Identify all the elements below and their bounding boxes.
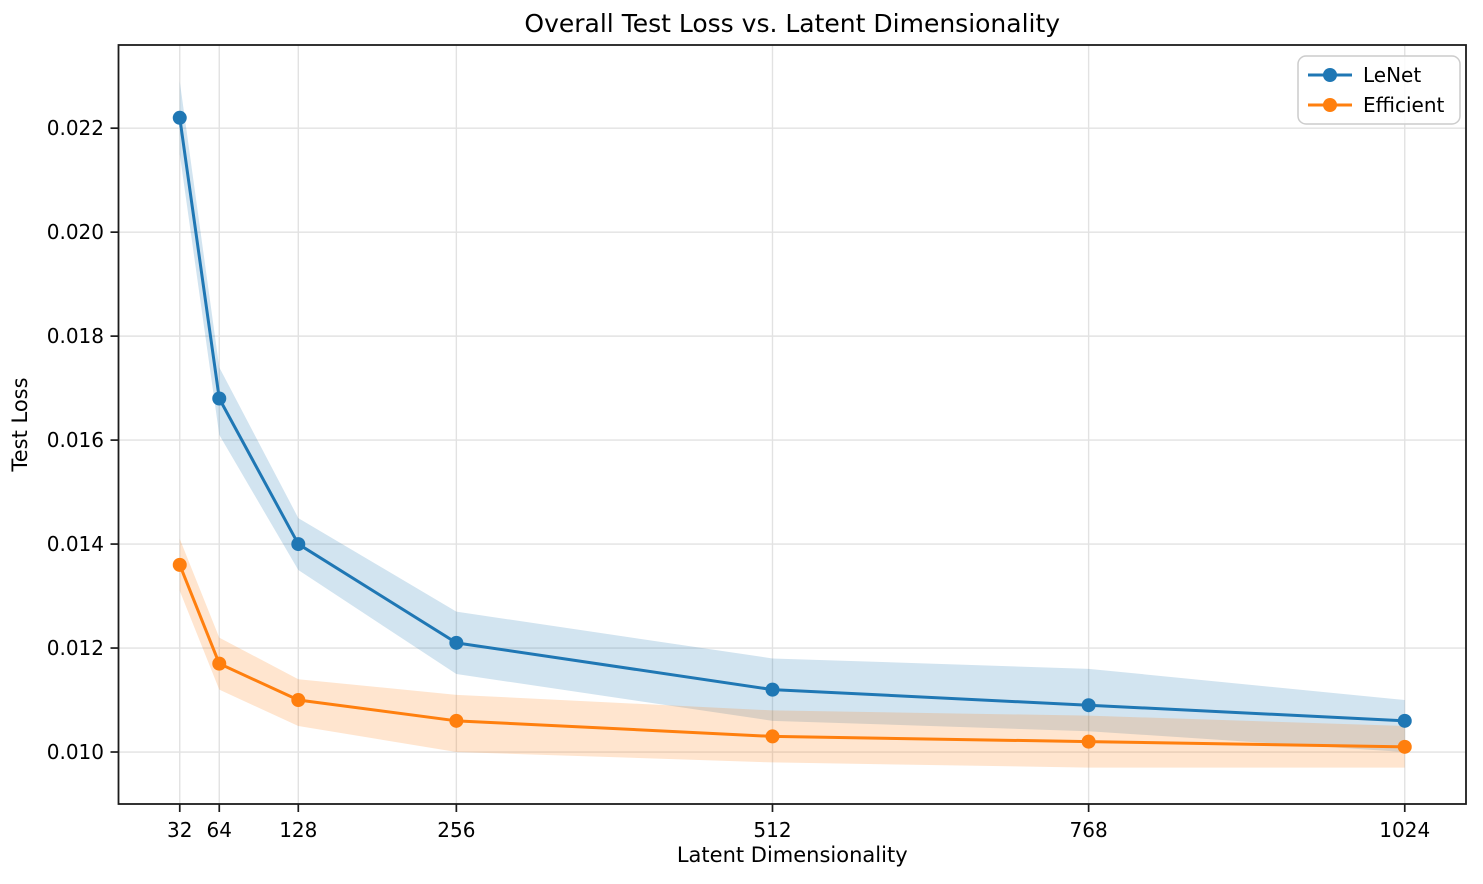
x-tick-label: 128 (279, 818, 317, 842)
confidence-band-efficient (179, 538, 1405, 768)
data-point-lenet-768 (1081, 698, 1096, 713)
legend-label: Efficient (1363, 93, 1445, 117)
y-axis-label: Test Loss (8, 377, 32, 472)
y-tick-label: 0.020 (47, 220, 104, 244)
data-point-lenet-32 (172, 110, 187, 125)
y-tick-label: 0.022 (47, 116, 104, 140)
x-tick-label: 512 (753, 818, 791, 842)
data-point-lenet-256 (449, 635, 464, 650)
data-point-lenet-128 (291, 537, 306, 552)
data-point-efficient-64 (212, 656, 227, 671)
data-point-efficient-768 (1081, 734, 1096, 749)
legend-marker-swatch (1323, 98, 1337, 112)
data-point-efficient-1024 (1397, 739, 1412, 754)
x-tick-label: 1024 (1379, 818, 1430, 842)
data-point-efficient-32 (172, 557, 187, 572)
y-tick-label: 0.018 (47, 324, 104, 348)
series-line-lenet (178, 116, 1407, 723)
legend-entry-lenet: LeNet (1308, 63, 1421, 87)
y-tick-label: 0.012 (47, 636, 104, 660)
grid (118, 45, 1466, 804)
legend-entry-efficient: Efficient (1308, 93, 1445, 117)
x-tick-label: 768 (1070, 818, 1108, 842)
data-point-lenet-1024 (1397, 713, 1412, 728)
legend-label: LeNet (1363, 63, 1421, 87)
plot-border (117, 44, 1467, 805)
y-tick-label: 0.016 (47, 428, 104, 452)
x-tick-label: 32 (167, 818, 192, 842)
chart-title: Overall Test Loss vs. Latent Dimensional… (524, 9, 1060, 38)
x-tick-label: 256 (437, 818, 475, 842)
data-point-efficient-512 (765, 729, 780, 744)
legend-marker-swatch (1323, 68, 1337, 82)
y-tick-label: 0.010 (47, 740, 104, 764)
data-point-efficient-128 (291, 693, 306, 708)
data-point-lenet-64 (212, 391, 227, 406)
confidence-band-lenet (179, 81, 1405, 753)
x-tick-label: 64 (207, 818, 232, 842)
legend-box (1297, 55, 1461, 125)
x-axis-label: Latent Dimensionality (677, 843, 908, 867)
y-tick-label: 0.014 (47, 532, 104, 556)
data-point-lenet-512 (765, 682, 780, 697)
data-point-efficient-256 (449, 713, 464, 728)
legend: LeNet Efficient (1297, 55, 1461, 125)
